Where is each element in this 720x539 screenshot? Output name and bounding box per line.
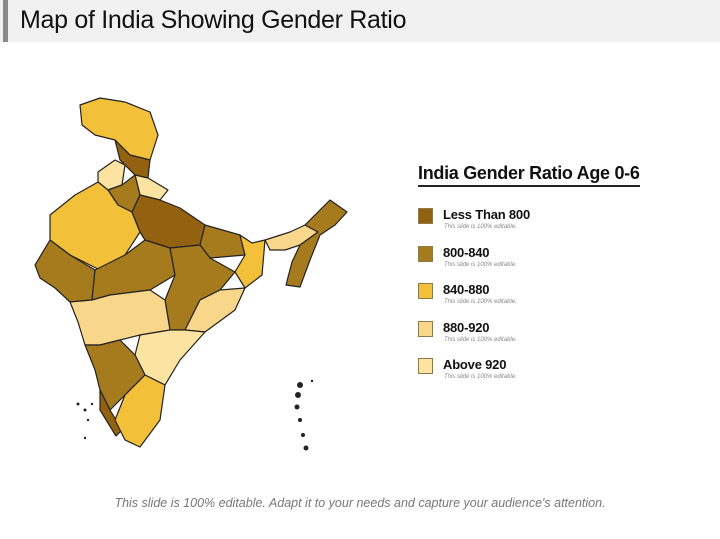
region-tamil-nadu [114,374,166,448]
region-west-bengal [234,234,266,289]
legend-title: India Gender Ratio Age 0-6 [418,163,640,187]
legend-note: This slide is 100% editable. [444,224,517,230]
lakshadweep-islands [76,402,94,440]
andaman-nicobar-islands [294,379,314,451]
legend-swatch [418,321,433,337]
legend-swatch [418,246,433,262]
region-bihar [199,224,246,259]
legend-label: Above 920 [443,357,507,372]
legend-note: This slide is 100% editable. [444,262,517,268]
legend-label: 800-840 [443,245,490,260]
title-accent-bar [3,0,8,42]
legend-note: This slide is 100% editable. [444,299,517,305]
legend-label: 840-880 [443,282,490,297]
legend-swatch [418,358,433,374]
title-bar: Map of India Showing Gender Ratio [0,0,720,42]
region-northeast [285,199,348,288]
legend-swatch [418,283,433,299]
legend-label: 880-920 [443,320,490,335]
region-uttar-pradesh [131,194,206,249]
page-title: Map of India Showing Gender Ratio [20,6,407,34]
legend-note: This slide is 100% editable. [444,337,517,343]
legend-swatch [418,208,433,224]
footer-note: This slide is 100% editable. Adapt it to… [114,496,606,510]
region-kerala [99,389,123,437]
legend-label: Less Than 800 [443,207,530,222]
legend-note: This slide is 100% editable. [444,374,517,380]
